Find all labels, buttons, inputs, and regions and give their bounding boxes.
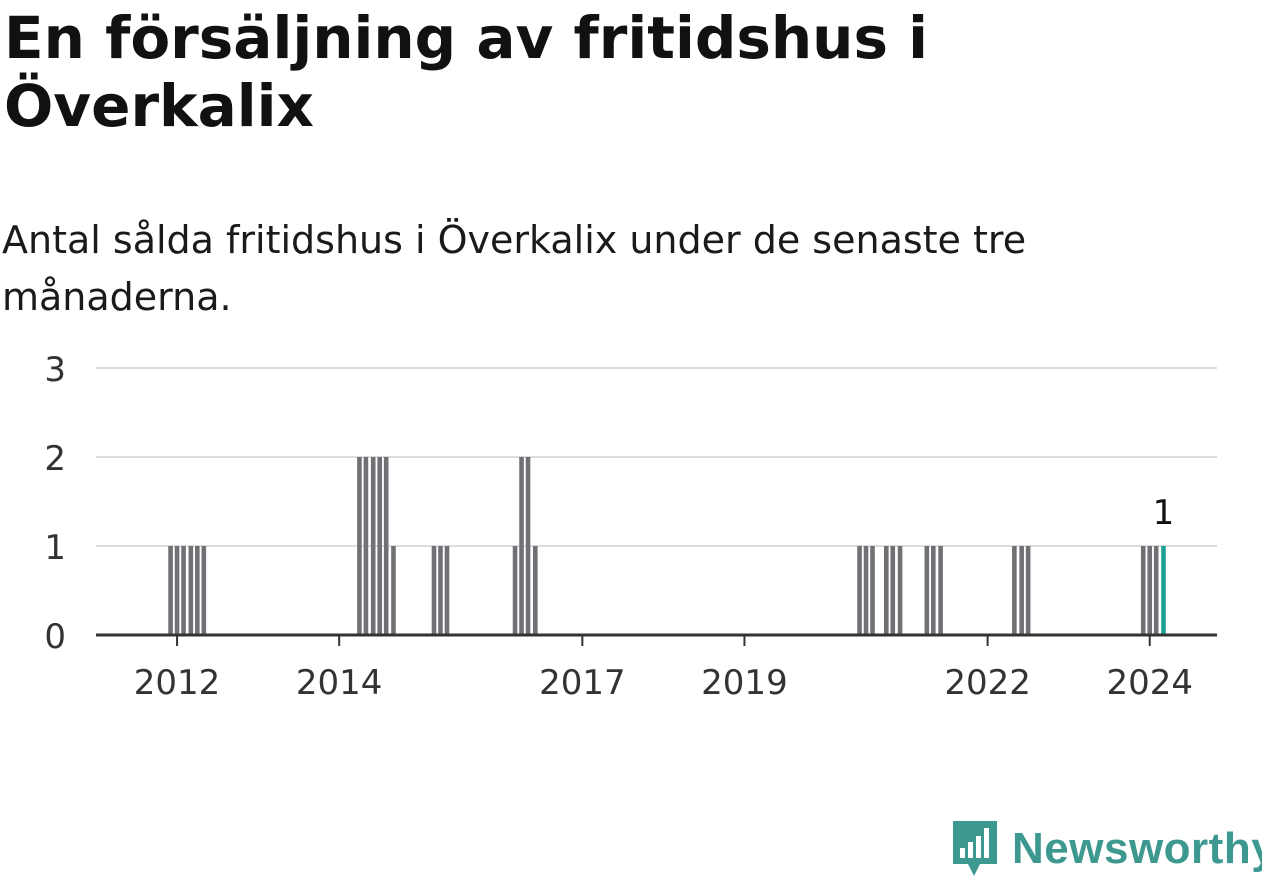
- bar: [1140, 546, 1146, 635]
- bar: [1025, 546, 1031, 635]
- chart-title: En försäljning av fritidshus i Överkalix: [4, 4, 929, 140]
- bar: [931, 546, 936, 635]
- bar: [857, 546, 862, 635]
- bar: [890, 546, 896, 635]
- x-tick-label: 2017: [539, 663, 626, 703]
- y-tick-label: 0: [44, 617, 66, 657]
- y-axis-labels: 0 1 2 3: [44, 350, 66, 657]
- bar: [431, 546, 437, 635]
- newsworthy-logo: Newsworthy: [950, 818, 1262, 880]
- bar: [168, 546, 173, 635]
- bar: [383, 457, 389, 635]
- x-tick-label: 2022: [944, 663, 1031, 703]
- bar: [938, 546, 943, 635]
- gridlines: [96, 367, 1217, 547]
- y-tick-label: 1: [44, 528, 66, 568]
- x-axis: [96, 633, 1217, 646]
- bar: [363, 457, 369, 635]
- bar: [444, 546, 450, 635]
- x-axis-labels: 2012 2014 2017 2019 2022 2024: [134, 663, 1193, 703]
- bar-chart: 0 1 2 3 2012 2014 2017 2019 2022 2024 1: [44, 350, 1217, 703]
- x-tick-label: 2019: [701, 663, 788, 703]
- bar: [174, 546, 180, 635]
- y-tick-label: 3: [44, 350, 66, 390]
- bar: [195, 546, 200, 635]
- bar: [377, 457, 382, 635]
- x-tick-label: 2024: [1106, 663, 1193, 703]
- bar: [1147, 546, 1153, 635]
- bar: [188, 546, 194, 635]
- bar: [533, 546, 538, 635]
- bar: [897, 546, 903, 635]
- x-tick-label: 2014: [296, 663, 383, 703]
- bar: [525, 457, 531, 635]
- bars: [168, 457, 1166, 635]
- bar: [512, 546, 518, 635]
- bar: [357, 457, 362, 635]
- bar: [863, 546, 869, 635]
- bar: [1012, 546, 1017, 635]
- annotations: 1: [1153, 493, 1175, 533]
- bar: [370, 457, 376, 635]
- y-tick-label: 2: [44, 439, 66, 479]
- bar: [519, 457, 524, 635]
- bar: [181, 546, 186, 635]
- x-tick-label: 2012: [134, 663, 221, 703]
- bar: [1019, 546, 1024, 635]
- data-label: 1: [1153, 493, 1175, 533]
- bar-highlight: [1161, 546, 1166, 635]
- bar: [1153, 546, 1159, 635]
- bar: [924, 546, 930, 635]
- bar: [883, 546, 889, 635]
- bar: [438, 546, 443, 635]
- bar: [870, 546, 875, 635]
- bar: [201, 546, 207, 635]
- brand-name: Newsworthy: [1012, 824, 1262, 873]
- bar: [391, 546, 396, 635]
- newsworthy-logo-icon: [953, 821, 997, 876]
- chart-subtitle: Antal sålda fritidshus i Överkalix under…: [2, 218, 1027, 319]
